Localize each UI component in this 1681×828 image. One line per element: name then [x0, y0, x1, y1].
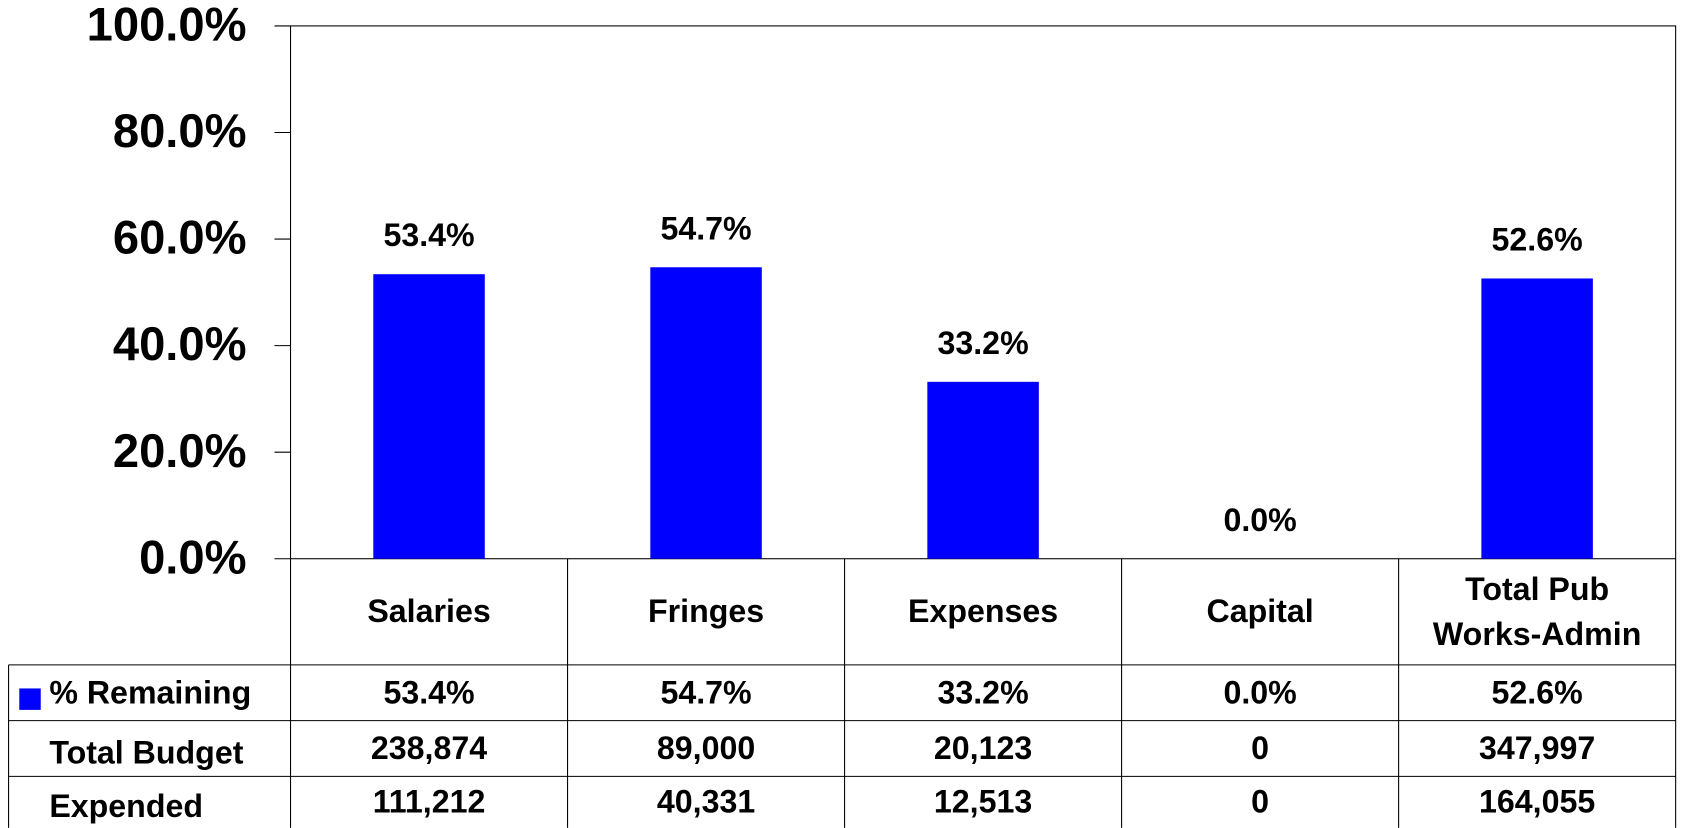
table-cell: 89,000 [657, 730, 755, 766]
table-cell: 52.6% [1492, 674, 1583, 710]
table-cell: 0.0% [1223, 674, 1296, 710]
table-cell: 111,212 [373, 784, 486, 820]
x-tick-label: Capital [1206, 593, 1313, 629]
data-label: 33.2% [937, 325, 1028, 361]
y-tick-label: 20.0% [113, 424, 247, 477]
x-tick-label-line: Works-Admin [1433, 615, 1641, 651]
table-cell: 20,123 [934, 730, 1032, 766]
x-tick-label: Expenses [908, 593, 1058, 629]
table-cell: 164,055 [1479, 784, 1595, 820]
legend-label: % Remaining [49, 674, 251, 710]
table-row-label: Expended [49, 788, 203, 824]
table-cell: 238,874 [371, 730, 487, 766]
data-label: 0.0% [1223, 502, 1296, 538]
y-tick-label: 100.0% [87, 0, 247, 51]
data-label: 54.7% [660, 210, 751, 246]
table-cell: 53.4% [383, 674, 474, 710]
y-tick-label: 60.0% [113, 211, 247, 264]
table-cell: 40,331 [657, 784, 755, 820]
bar [650, 267, 762, 559]
x-tick-label: Fringes [648, 593, 764, 629]
y-tick-label: 0.0% [139, 530, 246, 583]
y-tick-label: 40.0% [113, 317, 247, 370]
x-tick-label: Total Pub Works-Admin [1433, 570, 1641, 651]
bar [927, 381, 1039, 559]
table-cell: 33.2% [937, 674, 1028, 710]
bar [1481, 278, 1593, 559]
table-cell: 12,513 [934, 784, 1032, 820]
table-cell: 0 [1251, 784, 1269, 820]
table-row-label: Total Budget [49, 734, 243, 770]
table-cell: 0 [1251, 730, 1269, 766]
y-tick-label: 80.0% [113, 104, 247, 157]
table-cell: 54.7% [660, 674, 751, 710]
data-label: 53.4% [383, 217, 474, 253]
data-label: 52.6% [1492, 222, 1583, 258]
bar [373, 274, 485, 559]
legend-key [19, 688, 41, 710]
x-tick-label-line: Total Pub [1465, 570, 1609, 606]
x-tick-label: Salaries [367, 593, 490, 629]
table-cell: 347,997 [1479, 730, 1595, 766]
